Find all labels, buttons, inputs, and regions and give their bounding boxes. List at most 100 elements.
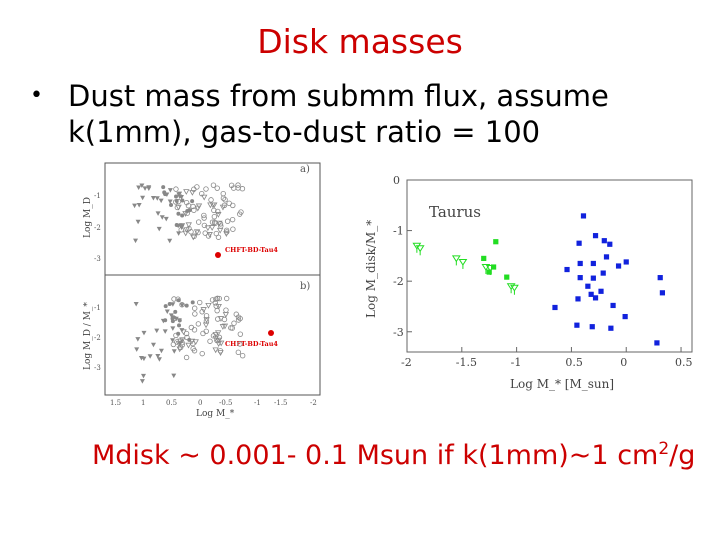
scatter-point <box>134 347 140 352</box>
scatter-point <box>167 199 173 205</box>
scatter-point <box>235 317 242 323</box>
ytick-bottom-3: -3 <box>94 364 101 372</box>
xtick-8: -2 <box>310 399 317 407</box>
scatter-point <box>164 309 170 314</box>
scatter-point <box>239 352 246 359</box>
scatter-point <box>199 350 205 357</box>
data-point <box>610 302 616 309</box>
scatter-point <box>223 307 229 313</box>
scatter-point <box>202 230 208 236</box>
scatter-point <box>237 315 243 322</box>
highlight-point-bottom <box>268 330 274 336</box>
xtick-4: 0 <box>198 399 202 407</box>
scatter-point <box>154 196 160 201</box>
upper-limit-point <box>458 258 468 266</box>
scatter-point <box>195 219 202 225</box>
scatter-point <box>170 338 176 343</box>
scatter-point <box>205 303 212 309</box>
data-point <box>623 259 629 265</box>
formula-main: Mdisk ~ 0.001- 0.1 Msun if k(1mm)~1 cm <box>92 440 659 471</box>
ytick-bottom-2: -2 <box>94 334 101 342</box>
ytick-top-2: -2 <box>94 224 101 232</box>
scatter-point <box>212 332 219 338</box>
scatter-point <box>203 317 210 324</box>
y-tick-label: -1 <box>393 225 404 238</box>
scatter-point <box>150 342 156 348</box>
scatter-point <box>215 303 222 310</box>
scatter-point <box>190 345 196 352</box>
scatter-point <box>205 233 212 239</box>
scatter-point <box>169 202 174 207</box>
x-tick-label: 0.5 <box>675 356 693 369</box>
scatter-point <box>177 194 183 199</box>
scatter-point <box>216 295 222 302</box>
panel-a-label: a) <box>300 164 310 175</box>
scatter-point <box>208 197 214 203</box>
scatter-point <box>202 322 210 329</box>
scatter-point <box>190 199 195 204</box>
scatter-point <box>201 212 207 219</box>
scatter-point <box>239 186 246 192</box>
scatter-point <box>163 318 168 323</box>
scatter-point <box>146 185 152 190</box>
scatter-point <box>170 302 176 307</box>
scatter-point <box>176 231 182 236</box>
scatter-point <box>201 215 207 221</box>
data-point <box>592 295 599 301</box>
scatter-point <box>155 353 161 359</box>
scatter-point <box>203 328 209 334</box>
y-tick-label: 0 <box>393 174 400 187</box>
taurus-chart: Taurus Log M_disk/M_* Log M_* [M_sun] -2… <box>364 174 693 391</box>
scatter-point <box>189 190 196 196</box>
scatter-point <box>201 222 208 229</box>
bullet-marker: • <box>30 83 43 108</box>
scatter-point <box>154 328 160 334</box>
scatter-point <box>179 328 185 333</box>
upper-limit-point <box>415 245 425 253</box>
scatter-point <box>231 320 237 326</box>
scatter-point <box>142 186 148 191</box>
y-tick-label: -2 <box>393 275 404 288</box>
scatter-point <box>183 227 190 234</box>
scatter-point <box>177 323 182 328</box>
x-tick-label: -1 <box>511 356 522 369</box>
scatter-point <box>222 197 228 203</box>
ytick-top-1: -1 <box>94 192 101 200</box>
data-point <box>493 239 499 245</box>
data-point <box>577 260 583 267</box>
scatter-point <box>162 329 168 334</box>
scatter-point <box>223 227 230 234</box>
ytick-top-3: -3 <box>94 255 101 263</box>
scatter-point <box>174 222 179 227</box>
scatter-point <box>214 330 222 337</box>
data-point <box>481 255 487 262</box>
x-tick-label: -1.5 <box>456 356 477 369</box>
data-point <box>552 304 558 311</box>
scatter-point <box>170 319 175 324</box>
panel-b-frame <box>104 274 321 396</box>
scatter-point <box>177 341 183 347</box>
scatter-point <box>187 208 192 213</box>
left-xlabel: Log M_* <box>196 409 235 419</box>
upper-limit-point <box>451 255 461 263</box>
annotation-bottom: CHFT-BD-Tau4 <box>225 340 278 348</box>
xtick-6: -1 <box>254 399 261 407</box>
scatter-point <box>179 303 185 308</box>
scatter-point <box>167 188 173 193</box>
scatter-point <box>176 346 183 353</box>
scatter-point <box>219 204 227 211</box>
formula-tail: /g <box>669 440 696 471</box>
left-figure: a) b) Log M_D Log M_D / M_* -1 -2 -3 -1 … <box>83 162 321 419</box>
scatter-point <box>230 226 236 232</box>
scatter-point <box>217 316 225 322</box>
data-point <box>654 340 660 346</box>
scatter-point <box>174 194 179 199</box>
scatter-point <box>183 189 190 195</box>
data-point <box>490 264 497 270</box>
scatter-point <box>211 213 218 220</box>
slide-title: Disk masses <box>257 22 463 61</box>
scatter-point <box>177 318 182 323</box>
scatter-point <box>176 211 181 216</box>
scatter-point <box>185 342 192 349</box>
scatter-point <box>209 297 216 303</box>
